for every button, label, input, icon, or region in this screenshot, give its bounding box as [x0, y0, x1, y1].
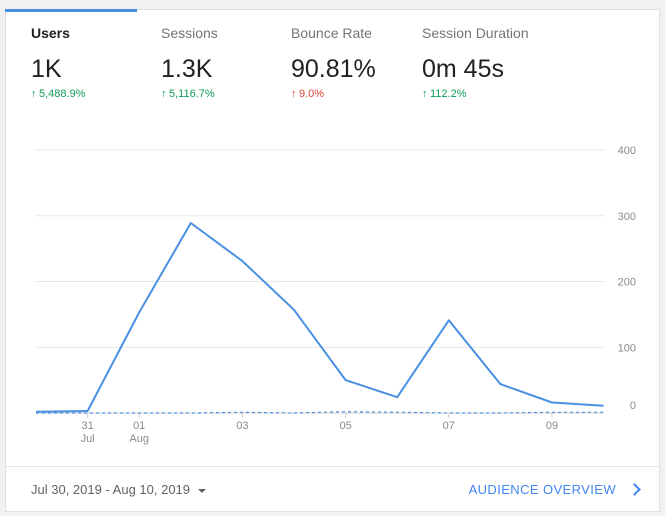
metric-delta: ↑ 5,116.7% — [161, 87, 218, 101]
metric-value: 0m 45s — [422, 55, 504, 83]
metric-session-duration[interactable]: Session Duration 0m 45s ↑ 112.2% — [422, 24, 529, 101]
y-tick-label: 0 — [630, 400, 636, 412]
x-tick-label: Aug — [129, 433, 149, 445]
y-tick-label: 100 — [618, 342, 636, 354]
metric-bounce-rate[interactable]: Bounce Rate 90.81% ↑ 9.0% — [291, 24, 376, 101]
metric-label: Session Duration — [422, 25, 529, 41]
audience-overview-link[interactable]: AUDIENCE OVERVIEW — [468, 482, 641, 497]
arrow-up-icon: ↑ — [31, 88, 37, 100]
date-range-label: Jul 30, 2019 - Aug 10, 2019 — [31, 482, 191, 497]
metric-delta-value: 9.0% — [299, 88, 325, 100]
y-tick-label: 200 — [618, 277, 636, 289]
x-tick-label: 05 — [339, 420, 351, 432]
date-range-selector[interactable]: Jul 30, 2019 - Aug 10, 2019 — [31, 482, 207, 497]
arrow-up-icon: ↑ — [291, 88, 297, 100]
metric-delta: ↑ 9.0% — [291, 87, 376, 101]
audience-overview-card: Users 1K ↑ 5,488.9% Sessions 1.3K ↑ 5,116.… — [5, 9, 660, 512]
metric-label: Sessions — [161, 25, 218, 41]
series-line-users — [35, 222, 604, 413]
x-tick-label: 07 — [443, 420, 455, 432]
metric-sessions[interactable]: Sessions 1.3K ↑ 5,116.7% — [161, 24, 218, 101]
active-metric-indicator — [5, 9, 137, 12]
metric-delta: ↑ 5,488.9% — [31, 87, 85, 101]
x-tick-label: 01 — [133, 420, 145, 432]
caret-down-icon — [198, 488, 207, 493]
x-tick-label: 09 — [546, 420, 558, 432]
metric-delta-value: 5,488.9% — [39, 88, 86, 100]
metric-delta: ↑ 112.2% — [422, 87, 529, 101]
arrow-up-icon: ↑ — [422, 88, 428, 100]
metric-delta-value: 112.2% — [430, 88, 467, 100]
audience-overview-label: AUDIENCE OVERVIEW — [468, 482, 616, 497]
metric-label: Bounce Rate — [291, 25, 372, 41]
y-tick-label: 300 — [618, 211, 636, 223]
metric-value: 1K — [31, 55, 62, 83]
metric-delta-value: 5,116.7% — [169, 88, 215, 100]
metric-value: 1.3K — [161, 55, 213, 83]
chevron-right-icon — [628, 483, 641, 496]
footer-divider — [6, 466, 659, 467]
metric-label: Users — [31, 25, 70, 41]
series-line-comparison — [36, 411, 604, 414]
y-tick-label: 400 — [618, 145, 636, 157]
x-tick-label: 03 — [236, 420, 248, 432]
metric-users[interactable]: Users 1K ↑ 5,488.9% — [31, 24, 85, 101]
x-tick-label: Jul — [81, 433, 95, 445]
arrow-up-icon: ↑ — [161, 88, 167, 100]
metric-value: 90.81% — [291, 55, 376, 83]
x-tick-label: 31 — [81, 420, 93, 432]
